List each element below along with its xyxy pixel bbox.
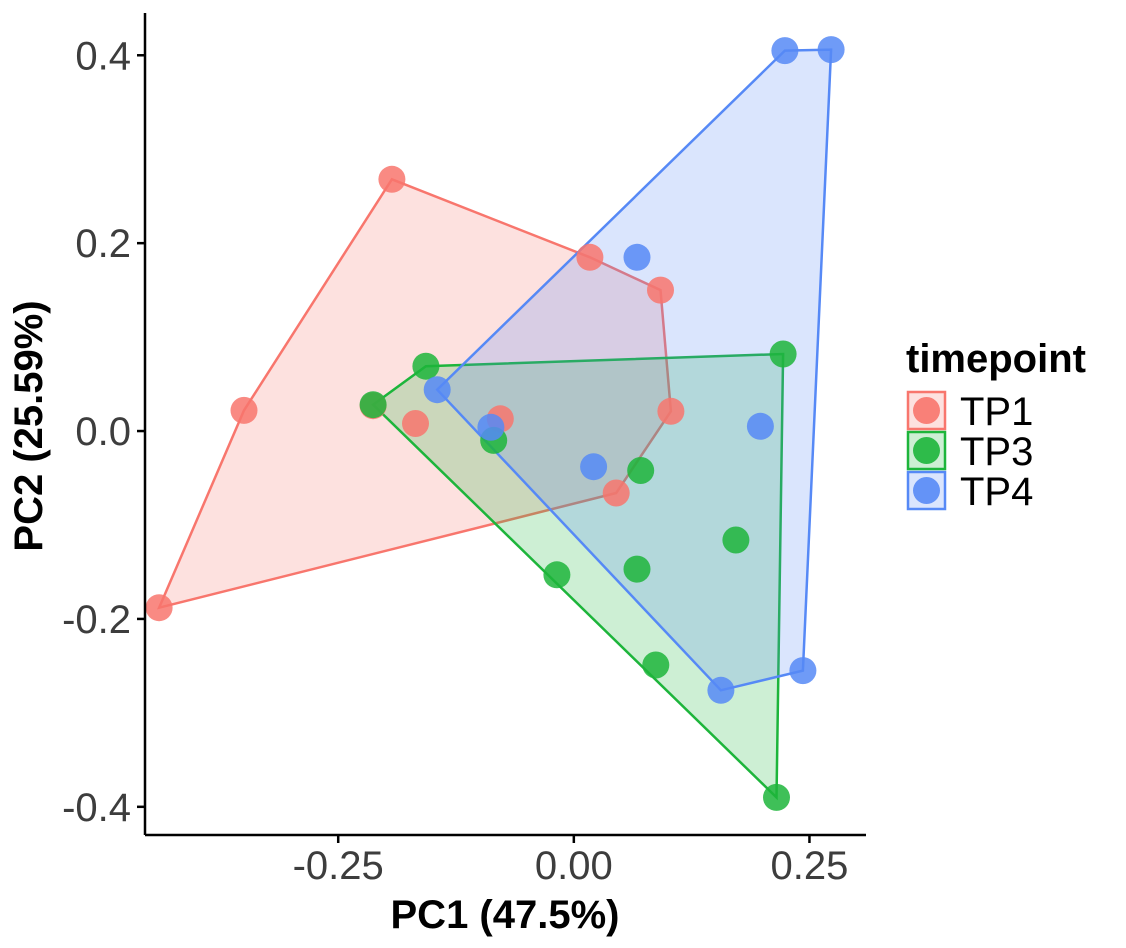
point-tp4-0 — [423, 376, 451, 404]
legend-label-tp3: TP3 — [960, 430, 1033, 474]
y-axis-title: PC2 (25.59%) — [7, 300, 51, 551]
point-tp1-2 — [378, 165, 406, 193]
point-tp1-5 — [657, 397, 685, 425]
x-tick-label: 0.00 — [535, 844, 613, 888]
hull-tp4 — [435, 48, 833, 692]
x-tick-label: 0.25 — [771, 844, 849, 888]
y-tick-label: -0.4 — [62, 786, 131, 830]
point-tp3-5 — [722, 526, 750, 554]
point-tp1-0 — [145, 594, 173, 622]
legend-dot-tp3 — [913, 437, 940, 464]
point-tp4-7 — [789, 657, 817, 685]
point-tp3-4 — [623, 555, 651, 583]
point-tp1-1 — [230, 396, 258, 424]
y-tick-label: 0.0 — [75, 410, 131, 454]
legend-title: timepoint — [906, 337, 1086, 381]
point-tp1-4 — [647, 276, 674, 304]
point-tp3-9 — [763, 783, 790, 811]
legend-dot-tp1 — [913, 397, 940, 424]
point-tp4-3 — [771, 37, 799, 65]
point-tp3-1 — [412, 352, 440, 380]
point-tp3-8 — [642, 651, 670, 679]
point-tp3-7 — [543, 561, 571, 589]
y-ticks: -0.4 -0.2 0.0 0.2 0.4 — [62, 34, 145, 830]
y-tick-label: 0.2 — [75, 222, 131, 266]
legend-label-tp1: TP1 — [960, 390, 1033, 434]
point-layer — [145, 36, 845, 811]
point-tp1-6 — [602, 479, 630, 507]
legend-dot-tp4 — [913, 477, 940, 504]
y-tick-label: 0.4 — [75, 34, 131, 78]
x-ticks: -0.25 0.00 0.25 — [293, 835, 849, 888]
x-tick-label: -0.25 — [293, 844, 384, 888]
x-axis-title: PC1 (47.5%) — [391, 893, 620, 937]
point-tp4-5 — [580, 453, 608, 481]
axes — [143, 13, 866, 837]
point-tp1-8 — [402, 410, 429, 437]
legend-label-tp4: TP4 — [960, 470, 1033, 514]
point-tp3-6 — [769, 340, 797, 368]
point-tp1-3 — [576, 243, 604, 271]
point-tp4-2 — [623, 243, 651, 271]
point-tp4-8 — [707, 676, 735, 704]
y-tick-label: -0.2 — [62, 598, 131, 642]
point-tp3-0 — [359, 391, 387, 419]
point-tp4-6 — [746, 412, 774, 440]
point-tp4-1 — [477, 413, 505, 441]
point-tp4-4 — [817, 36, 845, 64]
point-tp3-3 — [627, 457, 655, 484]
